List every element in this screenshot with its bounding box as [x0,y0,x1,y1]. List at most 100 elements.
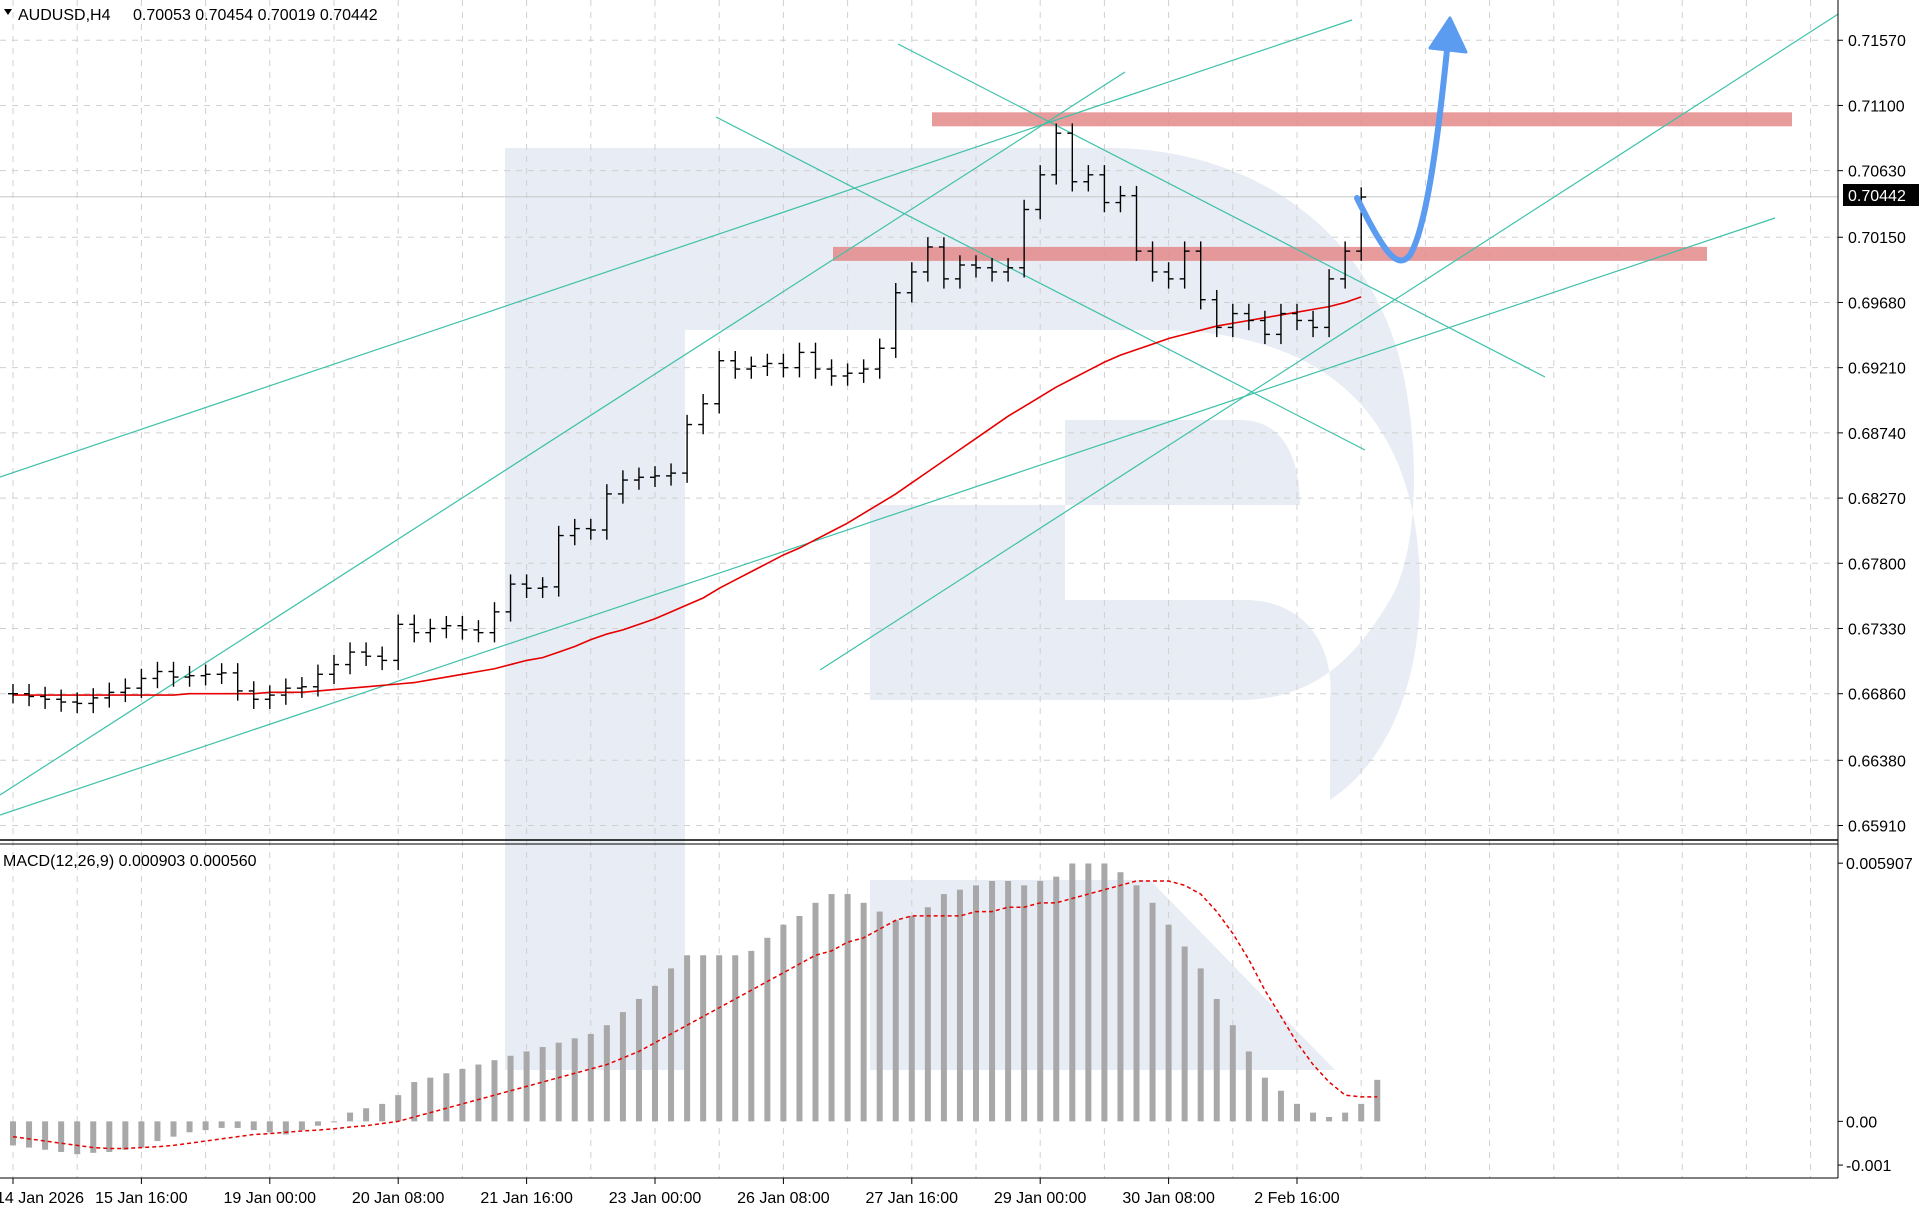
price-bar [441,616,452,639]
price-bar [329,654,339,684]
price-bar [938,237,949,289]
symbol-header[interactable]: AUDUSD,H4 0.70053 0.70454 0.70019 0.7044… [4,7,378,24]
price-bar [874,338,885,379]
macd-histogram-bar [1037,880,1044,1122]
price-bar [56,689,67,712]
macd-histogram-bar [844,894,851,1122]
macd-histogram-bar [1133,885,1140,1122]
macd-histogram-bar [1310,1112,1317,1122]
macd-histogram-bar [26,1121,33,1148]
time-tick-label: 21 Jan 16:00 [480,1190,573,1207]
price-bar [762,353,773,376]
macd-histogram-bar [973,885,979,1122]
price-bar [890,283,901,358]
macd-histogram-bar [363,1108,370,1122]
price-bar [682,414,693,483]
macd-histogram-bar [571,1038,578,1122]
price-bar [136,668,147,698]
price-bar [1340,241,1351,289]
macd-histogram-bar [780,924,787,1122]
price-bar [1211,289,1222,338]
macd-histogram-bar [74,1121,81,1155]
macd-histogram-bar [250,1121,257,1131]
macd-histogram-bar [684,955,691,1122]
macd-histogram-bar [940,894,947,1122]
price-bar [585,518,596,540]
macd-tick-label: 0.005907 [1846,856,1913,873]
price-bar [826,359,837,386]
macd-histogram-bar [1245,1051,1252,1122]
macd-histogram-bar [379,1103,386,1122]
macd-histogram-bar [668,968,675,1122]
price-bar [1083,165,1094,192]
macd-histogram-bar [106,1121,113,1152]
price-bar [168,661,179,687]
macd-histogram-bar [186,1121,193,1133]
macd-histogram-bar [1326,1116,1333,1122]
price-bar [730,351,741,379]
macd-histogram-bar [58,1121,65,1152]
price-bar [1067,123,1078,192]
macd-histogram-bar [298,1121,305,1131]
price-bar [1275,303,1286,345]
macd-histogram-bar [1229,1025,1236,1122]
price-bar [1259,310,1270,345]
price-bar [216,663,227,684]
macd-histogram-bar [459,1068,466,1122]
macd-histogram-bar [828,894,835,1122]
macd-histogram-bar [812,902,819,1122]
price-bar [184,665,195,687]
price-bar [987,258,998,282]
price-bar [200,664,211,686]
price-tick-label: 0.70150 [1848,230,1906,247]
price-bar [489,602,500,643]
price-tick-label: 0.65910 [1848,819,1906,836]
trend-lines [0,0,1861,816]
macd-histogram-bar [892,920,899,1122]
price-bar [345,642,356,675]
price-bar [778,353,789,378]
macd-histogram-bar [314,1121,321,1126]
price-bar [1019,199,1030,278]
price-bar [120,678,131,703]
price-bar [1243,303,1254,331]
macd-histogram-bar [507,1055,514,1122]
price-bar [1131,185,1142,261]
price-bar [906,262,917,303]
price-bar [569,518,580,546]
price-bar [1099,165,1110,213]
time-tick-label: 30 Jan 08:00 [1122,1190,1215,1207]
macd-histogram-bar [395,1095,402,1122]
dropdown-triangle-icon[interactable] [4,9,12,15]
macd-histogram-bar [539,1047,546,1122]
macd-histogram-bar [716,955,723,1122]
macd-histogram-bar [1374,1079,1381,1122]
ohlc-values: 0.70053 0.70454 0.70019 0.70442 [133,7,378,24]
price-bar [312,664,323,697]
price-bar [1308,310,1319,338]
price-bar [409,614,420,643]
macd-histogram-bar [1053,876,1060,1122]
macd-histogram-bar [652,985,658,1122]
price-bars [8,123,1367,714]
price-bar [232,663,243,701]
macd-histogram-bar [1213,998,1220,1122]
price-bar [152,661,163,689]
price-bar [617,470,628,504]
price-bar [1147,241,1158,282]
price-tick-label: 0.69680 [1848,295,1906,312]
price-tick-label: 0.66380 [1848,753,1906,770]
macd-histogram-bar [10,1121,16,1146]
macd-histogram-bar [924,907,931,1122]
price-bar [248,681,259,709]
macd-histogram-bar [1149,902,1156,1122]
price-bar [1356,187,1367,261]
macd-histogram-bar [1261,1077,1268,1122]
macd-histogram-bar [138,1121,145,1148]
price-bar [521,574,532,598]
macd-histogram-bar [1021,885,1028,1122]
macd-axis: 0.005907 0.00 -0.001 [1838,856,1913,1175]
time-axis: 14 Jan 2026 15 Jan 16:00 19 Jan 00:00 20 Ja… [0,1178,1340,1207]
price-tick-label: 0.67330 [1848,622,1906,639]
macd-histogram-bar [1277,1090,1284,1122]
